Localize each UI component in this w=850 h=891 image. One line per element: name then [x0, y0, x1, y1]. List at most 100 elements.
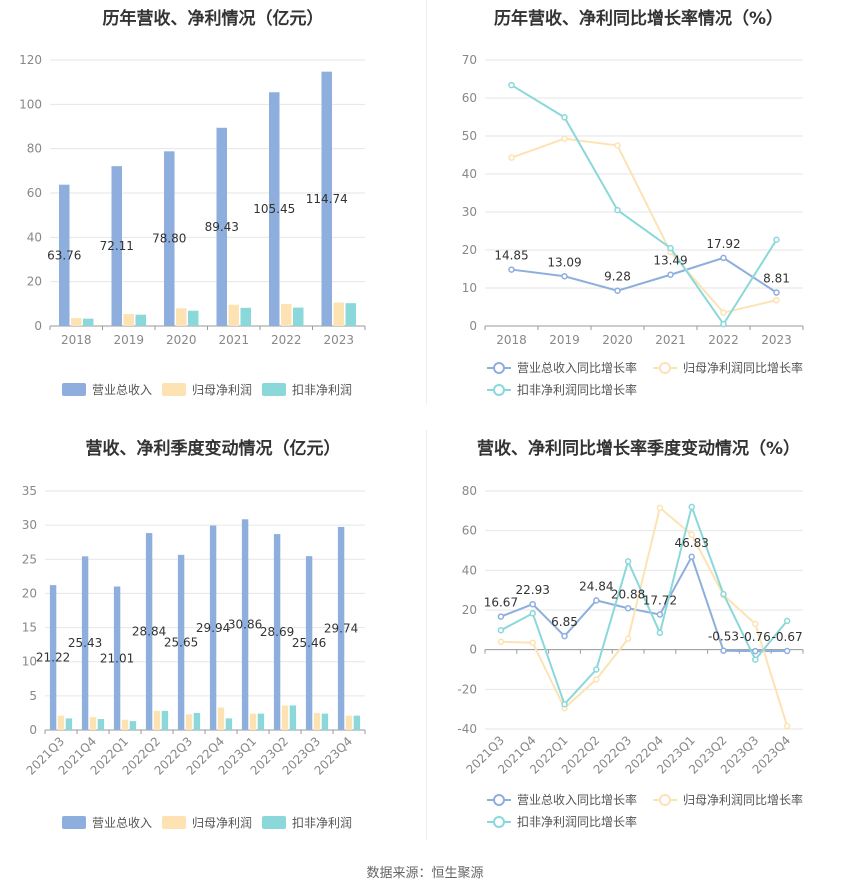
legend-label: 营业总收入同比增长率 — [517, 360, 637, 375]
data-point — [720, 590, 727, 598]
bar — [111, 166, 122, 326]
data-point — [593, 676, 600, 683]
annual-revenue-profit-chart: 0 20 40 60 80 100 120 2018 2019 2020 2021 2022 2023 6… — [19, 53, 366, 397]
y-tick-label: 30 — [22, 518, 37, 532]
legend-swatch-marker — [493, 362, 505, 374]
legend-label: 营业总收入 — [92, 816, 152, 830]
data-label: 8.81 — [763, 272, 790, 286]
legend-swatch-marker — [493, 816, 505, 828]
x-tick-label: 2019 — [549, 333, 580, 347]
bar — [153, 710, 161, 730]
y-tick-label: 0 — [469, 643, 477, 657]
data-label: 28.84 — [132, 625, 166, 639]
y-tick-label: 80 — [462, 484, 477, 498]
bar — [57, 715, 65, 730]
data-point — [529, 600, 536, 608]
quarterly-revenue-profit-panel: 营收、净利季度变动情况（亿元） 0 5 10 15 20 25 30 35 2021Q3 2021… — [0, 430, 426, 850]
y-tick-label: 30 — [462, 205, 477, 219]
legend-label: 营业总收入同比增长率 — [517, 792, 637, 807]
series-line — [510, 84, 778, 326]
bar — [241, 519, 249, 730]
bar — [249, 713, 257, 730]
data-point — [593, 666, 600, 673]
bar — [113, 586, 121, 730]
data-label: 114.74 — [306, 192, 348, 206]
x-tick-label: 2020 — [602, 333, 633, 347]
data-point — [720, 254, 727, 262]
data-label: 21.22 — [36, 651, 70, 665]
data-point — [783, 722, 791, 730]
bar — [129, 721, 137, 730]
quarterly-growth-chart: -40-200204060802021Q32021Q42022Q12022Q22… — [457, 484, 804, 829]
y-tick-label: -20 — [457, 682, 477, 696]
bar — [321, 713, 329, 730]
data-label: 29.74 — [324, 621, 358, 635]
y-tick-label: 10 — [462, 281, 477, 295]
x-tick-label: 2021 — [218, 333, 249, 347]
legend-swatch — [262, 816, 286, 829]
data-point — [593, 597, 600, 604]
x-tick-label: 2023 — [323, 333, 354, 347]
data-point — [561, 700, 568, 708]
data-point — [688, 531, 695, 538]
y-tick-label: 0 — [469, 319, 477, 333]
annual-growth-chart: 0 10 20 30 40 50 60 70 2018 2019 2020 2021 2022 2023 1… — [462, 53, 804, 397]
y-tick-label: 5 — [29, 689, 37, 703]
legend-swatch — [62, 816, 86, 829]
bar — [193, 712, 201, 730]
legend-swatch-marker — [493, 384, 505, 396]
data-point — [624, 558, 632, 565]
legend-swatch-marker — [659, 794, 671, 806]
data-label: 25.46 — [292, 636, 326, 650]
data-point — [497, 638, 505, 645]
y-tick-label: -40 — [457, 722, 477, 736]
x-tick-label: 2022 — [271, 333, 302, 347]
y-tick-label: 35 — [22, 484, 37, 498]
bar — [145, 533, 153, 730]
y-tick-label: 0 — [29, 723, 37, 737]
bar — [89, 717, 97, 730]
data-label: -0.67 — [772, 630, 803, 644]
y-tick-label: 60 — [27, 186, 42, 200]
bar — [177, 554, 185, 730]
vertical-divider-bottom — [426, 430, 427, 840]
x-tick-label: 2018 — [61, 333, 92, 347]
legend-swatch — [162, 816, 186, 829]
chart-title: 历年营收、净利同比增长率情况（%） — [493, 9, 784, 29]
legend-label: 扣非净利润 — [292, 383, 352, 397]
bar — [161, 710, 169, 730]
chart-title: 营收、净利季度变动情况（亿元） — [85, 439, 341, 459]
x-tick-label: 2020 — [166, 333, 197, 347]
bar — [209, 525, 217, 730]
y-tick-label: 25 — [22, 552, 37, 566]
y-tick-label: 20 — [22, 586, 37, 600]
data-point — [667, 244, 674, 252]
legend-label: 扣非净利润 — [292, 816, 352, 830]
y-tick-label: 20 — [462, 243, 477, 257]
bar — [353, 715, 361, 730]
annual-revenue-profit-panel: 历年营收、净利情况（亿元） 0 20 40 60 80 100 120 2018 2019 202… — [0, 0, 426, 410]
data-point — [783, 647, 791, 655]
data-point — [720, 647, 727, 654]
data-label: 25.65 — [164, 635, 198, 649]
data-label: 89.43 — [205, 220, 239, 234]
vertical-divider-top — [426, 0, 427, 405]
data-label: 9.28 — [604, 270, 631, 284]
legend-swatch — [162, 383, 186, 396]
y-tick-label: 20 — [462, 603, 477, 617]
bar — [281, 705, 289, 730]
quarterly-growth-panel: 营收、净利同比增长率季度变动情况（%） -40 -20 0 20 40 60 80 2021Q… — [427, 430, 850, 850]
bar — [185, 714, 193, 730]
series-line — [500, 506, 789, 727]
data-label: 20.88 — [611, 587, 645, 601]
data-label: 105.45 — [253, 202, 295, 216]
bar — [281, 304, 292, 326]
y-tick-label: 0 — [34, 319, 42, 333]
bar — [289, 705, 297, 730]
quarterly-revenue-profit-chart: 051015202530352021Q32021Q42022Q12022Q220… — [22, 484, 366, 830]
data-point — [773, 236, 780, 243]
bar — [313, 712, 321, 730]
data-point — [508, 81, 515, 89]
x-tick-label: 2019 — [113, 333, 144, 347]
data-label: 46.83 — [675, 536, 709, 550]
